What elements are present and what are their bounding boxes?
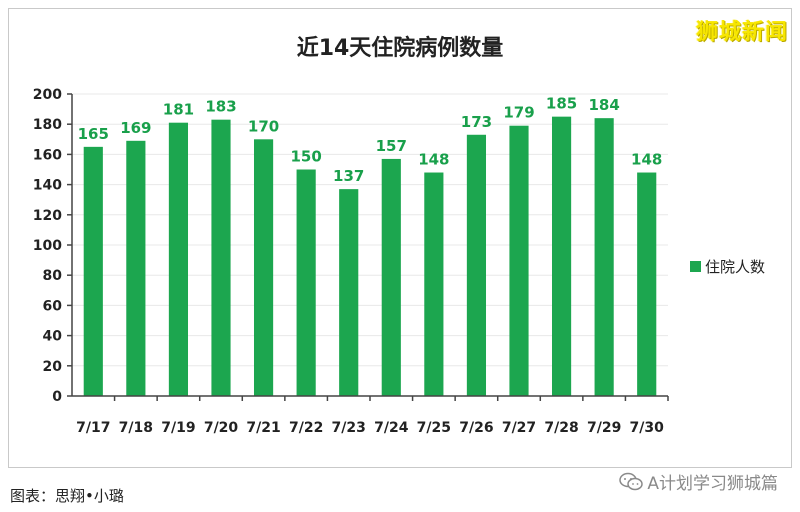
bar (253, 139, 274, 397)
wechat-icon (619, 472, 644, 492)
x-tick-label: 7/28 (544, 420, 578, 436)
data-label: 184 (588, 96, 619, 114)
bar (296, 169, 316, 396)
bar (168, 122, 189, 396)
y-tick-label: 0 (52, 389, 62, 405)
data-label: 165 (78, 125, 109, 143)
legend: 住院人数 (690, 258, 765, 276)
x-tick-label: 7/25 (417, 420, 451, 436)
bars-group (83, 116, 657, 397)
y-tick-label: 200 (33, 87, 62, 103)
data-label: 185 (546, 95, 577, 113)
y-tick-label: 140 (33, 178, 62, 194)
bar (381, 158, 401, 396)
bar (551, 116, 572, 397)
x-tick-label: 7/27 (502, 420, 536, 436)
y-tick-label: 180 (33, 117, 62, 133)
y-tick-label: 40 (43, 329, 63, 345)
data-label: 150 (290, 148, 321, 166)
data-label: 169 (120, 119, 151, 137)
x-tick-label: 7/20 (204, 420, 239, 436)
x-tick-label: 7/23 (332, 420, 366, 436)
bar (594, 118, 614, 396)
bar (211, 119, 231, 397)
data-label: 181 (163, 101, 194, 119)
bar (339, 189, 359, 396)
y-tick-label: 80 (43, 268, 63, 284)
data-label: 173 (461, 113, 492, 131)
grid-lines (72, 93, 668, 367)
footer-watermark-text: A计划学习狮城篇 (647, 474, 778, 494)
chart-title: 近14天住院病例数量 (297, 35, 504, 61)
data-labels-group: 165 169 181 183 170 150 137 157 148 173 179 185 184 1… (78, 95, 663, 185)
data-label: 170 (248, 117, 279, 135)
data-label: 148 (418, 151, 449, 169)
y-tick-label: 120 (33, 208, 62, 224)
chart-caption: 图表：思翔•小璐 (10, 487, 124, 505)
data-label: 179 (503, 104, 534, 122)
y-tick-label: 20 (43, 359, 63, 375)
footer-watermark: A计划学习狮城篇 (619, 469, 778, 494)
bar (466, 134, 487, 396)
x-axis-ticks: 7/17 7/18 7/19 7/20 7/21 7/22 7/23 7/24 7/25 7/26… (76, 396, 669, 436)
watermark-logo: 狮城新闻 (695, 20, 788, 45)
bar (126, 140, 146, 396)
bar (424, 172, 444, 396)
x-tick-label: 7/17 (76, 420, 110, 436)
x-tick-label: 7/26 (459, 420, 493, 436)
x-tick-label: 7/24 (374, 420, 409, 436)
bar (637, 172, 657, 396)
bar (83, 146, 103, 396)
y-tick-label: 100 (33, 238, 62, 254)
data-label: 137 (333, 167, 364, 185)
x-tick-label: 7/18 (119, 420, 153, 436)
x-tick-label: 7/29 (587, 420, 621, 436)
x-tick-label: 7/21 (246, 420, 280, 436)
y-tick-label: 60 (43, 298, 63, 314)
y-tick-label: 160 (33, 147, 62, 163)
x-tick-label: 7/30 (630, 420, 665, 436)
legend-label: 住院人数 (705, 258, 765, 276)
y-axis-ticks: 0 20 40 60 80 100 120 140 160 180 200 (33, 87, 72, 405)
x-tick-label: 7/22 (289, 420, 323, 436)
legend-swatch (690, 261, 701, 272)
bar (509, 125, 529, 397)
data-label: 157 (376, 137, 407, 155)
x-tick-label: 7/19 (161, 420, 195, 436)
data-label: 148 (631, 151, 662, 169)
data-label: 183 (205, 98, 236, 116)
